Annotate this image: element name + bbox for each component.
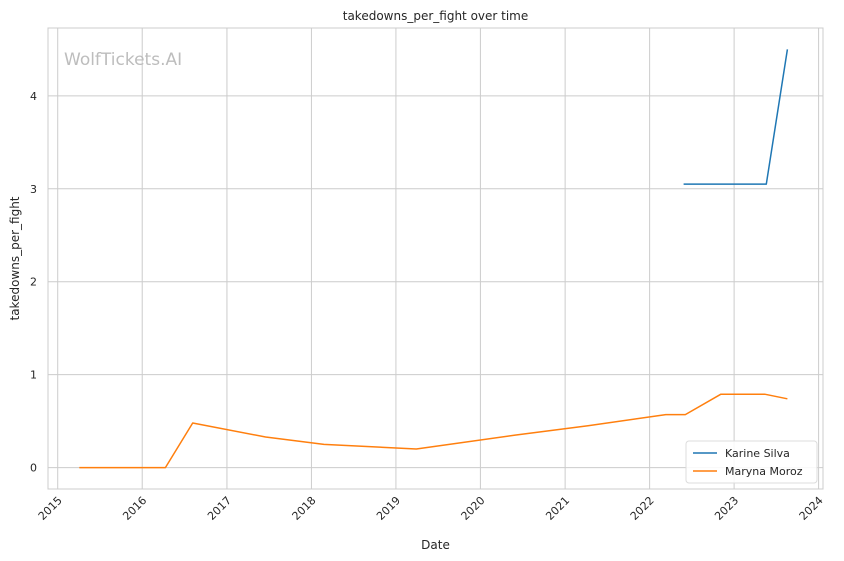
y-tick-label: 1 xyxy=(30,369,37,382)
series-line-1 xyxy=(683,49,789,185)
legend: Karine Silva Maryna Moroz xyxy=(685,440,818,484)
y-tick-labels: 0 1 2 3 4 xyxy=(30,90,37,475)
x-tick-label: 2020 xyxy=(459,494,488,523)
chart-title: takedowns_per_fight over time xyxy=(343,9,529,23)
watermark: WolfTickets.AI xyxy=(64,50,182,70)
legend-label-2: Maryna Moroz xyxy=(725,465,803,478)
y-tick-label: 3 xyxy=(30,183,37,196)
x-axis-title: Date xyxy=(421,538,450,552)
legend-label-1: Karine Silva xyxy=(725,447,790,460)
series-line-2 xyxy=(79,393,788,469)
x-tick-label: 2024 xyxy=(797,494,826,523)
y-tick-label: 4 xyxy=(30,90,37,103)
x-tick-label: 2017 xyxy=(205,494,234,523)
x-tick-label: 2021 xyxy=(543,494,572,523)
x-tick-label: 2022 xyxy=(628,494,657,523)
x-tick-label: 2023 xyxy=(712,494,741,523)
x-tick-label: 2016 xyxy=(120,494,149,523)
y-tick-label: 2 xyxy=(30,276,37,289)
legend-box xyxy=(685,440,818,484)
plot-frame xyxy=(47,27,824,490)
x-tick-label: 2015 xyxy=(36,494,65,523)
grid xyxy=(48,28,823,489)
y-tick-label: 0 xyxy=(30,462,37,475)
x-tick-label: 2018 xyxy=(290,494,319,523)
series-lines xyxy=(79,49,789,469)
y-axis-title: takedowns_per_fight xyxy=(8,196,22,320)
x-tick-label: 2019 xyxy=(374,494,403,523)
x-tick-labels: 2015 2016 2017 2018 2019 2020 2021 2022 2023 2024 xyxy=(36,494,826,523)
